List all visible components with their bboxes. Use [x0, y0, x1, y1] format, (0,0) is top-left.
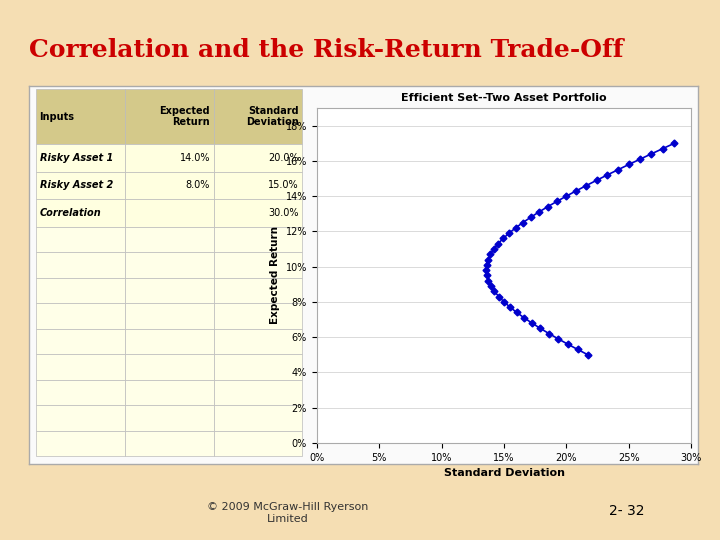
Text: 2- 32: 2- 32	[608, 504, 644, 518]
Title: Efficient Set--Two Asset Portfolio: Efficient Set--Two Asset Portfolio	[401, 93, 607, 103]
X-axis label: Standard Deviation: Standard Deviation	[444, 468, 564, 478]
Text: © 2009 McGraw-Hill Ryerson
Limited: © 2009 McGraw-Hill Ryerson Limited	[207, 502, 369, 524]
Y-axis label: Expected Return: Expected Return	[270, 226, 280, 325]
Text: Correlation and the Risk-Return Trade-Off: Correlation and the Risk-Return Trade-Of…	[29, 38, 624, 62]
